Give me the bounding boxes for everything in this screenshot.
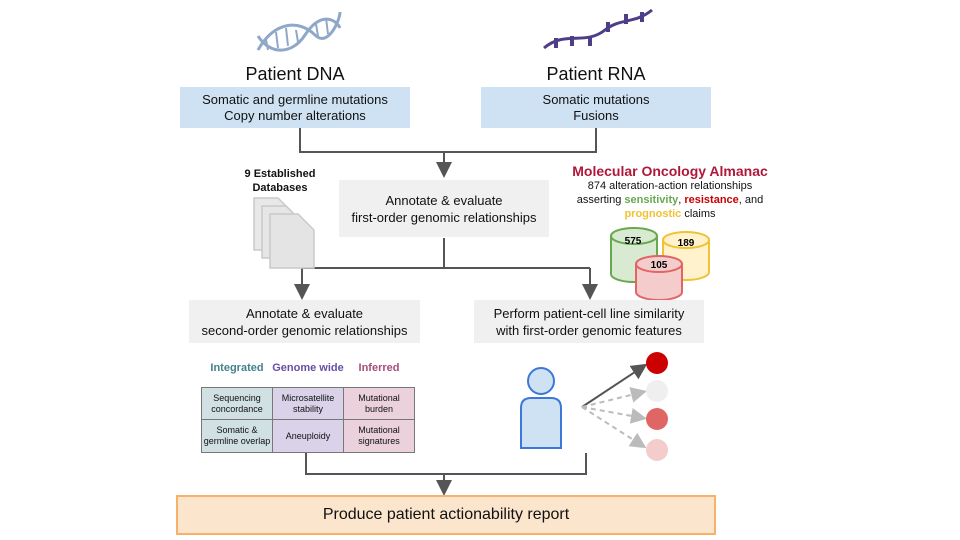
cell-text: Mutational [358, 392, 400, 403]
cell-text: Mutational [358, 425, 400, 435]
cell-mutational-signatures: Mutational signatures [343, 419, 415, 453]
actionability-report-box: Produce patient actionability report [176, 495, 716, 535]
similarity-line-1: Perform patient-cell line similarity [493, 305, 685, 321]
first-order-line-1: Annotate & evaluate [385, 192, 503, 208]
database-stack-icon [253, 197, 315, 269]
match-arrow-1 [581, 363, 648, 408]
cell-line-circle-3 [646, 408, 668, 430]
cell-text: signatures [358, 436, 400, 446]
report-label: Produce patient actionability report [322, 506, 570, 523]
match-arrow-3 [581, 406, 647, 424]
first-order-line-2: first-order genomic relationships [351, 209, 537, 225]
similarity-box: Perform patient-cell line similarity wit… [474, 300, 704, 343]
almanac-and: , and [738, 194, 764, 206]
almanac-claims: claims [681, 208, 716, 220]
header-genome-wide: Genome wide [272, 362, 344, 374]
resistance-count: 105 [651, 260, 668, 271]
almanac-title: Molecular Oncology Almanac [572, 163, 768, 179]
rna-strand-icon [543, 8, 653, 50]
first-order-box: Annotate & evaluate first-order genomic … [339, 180, 549, 237]
patient-dna-box: Somatic and germline mutations Copy numb… [180, 87, 410, 128]
almanac-line-3: prognostic claims [560, 207, 780, 221]
cell-text: stability [292, 403, 323, 414]
similarity-line-2: with first-order genomic features [496, 322, 682, 338]
cell-aneuploidy: Aneuploidy [272, 419, 344, 453]
cell-text: germline overlap [203, 436, 271, 446]
cell-text: Aneuploidy [285, 430, 331, 441]
rna-line-1: Somatic mutations [542, 91, 650, 107]
second-order-line-1: Annotate & evaluate [245, 305, 364, 321]
almanac-asserting: asserting [576, 194, 625, 206]
patient-rna-box: Somatic mutations Fusions [481, 87, 711, 128]
prognostic-label: prognostic [624, 208, 682, 220]
cell-microsatellite-stability: Microsatellite stability [272, 387, 344, 420]
cell-sequencing-concordance: Sequencing concordance [201, 387, 273, 420]
dna-line-1: Somatic and germline mutations [202, 91, 388, 107]
prognostic-count: 189 [678, 238, 695, 249]
databases-line-1: 9 Established [244, 168, 316, 180]
cell-text: Sequencing [213, 392, 261, 403]
almanac-comma: , [678, 194, 685, 206]
resistance-cylinder-icon [635, 255, 683, 301]
sensitivity-label: sensitivity [624, 194, 679, 206]
cell-text: Somatic & [216, 425, 258, 435]
patient-rna-title: Patient RNA [546, 64, 646, 84]
cell-line-circle-4 [646, 439, 668, 461]
rna-line-2: Fusions [573, 107, 619, 123]
almanac-block: Molecular Oncology Almanac 874 alteratio… [560, 163, 780, 221]
databases-label: 9 Established Databases [220, 167, 340, 195]
cell-text: concordance [211, 403, 263, 414]
cell-line-circle-1 [646, 352, 668, 374]
patient-person-icon [520, 367, 562, 449]
cell-line-circle-2 [646, 380, 668, 402]
second-order-line-2: second-order genomic relationships [201, 322, 408, 338]
second-order-box: Annotate & evaluate second-order genomic… [189, 300, 420, 343]
patient-dna-title: Patient DNA [245, 64, 345, 84]
dna-helix-icon [256, 11, 342, 52]
match-arrow-2 [581, 387, 647, 408]
almanac-line-1: 874 alteration-action relationships [587, 180, 753, 192]
cell-somatic-germline-overlap: Somatic & germline overlap [201, 419, 273, 453]
header-inferred: Inferred [358, 362, 400, 374]
resistance-label: resistance [684, 194, 739, 206]
match-arrow-4 [581, 406, 647, 449]
almanac-line-2: asserting sensitivity, resistance, and [560, 193, 780, 207]
cell-mutational-burden: Mutational burden [343, 387, 415, 420]
databases-line-2: Databases [252, 182, 308, 194]
cell-text: burden [364, 403, 394, 414]
cell-text: Microsatellite [281, 392, 335, 403]
dna-line-2: Copy number alterations [224, 107, 366, 123]
sensitivity-count: 575 [625, 236, 642, 247]
header-integrated: Integrated [210, 362, 264, 374]
